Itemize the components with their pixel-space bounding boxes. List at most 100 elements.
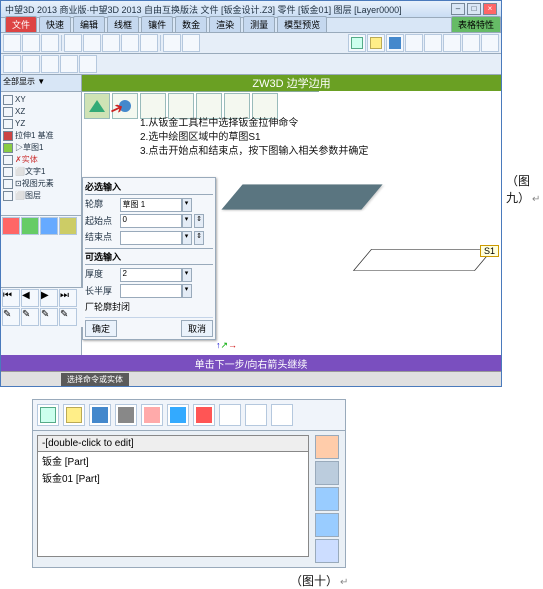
erase-icon[interactable]: [141, 404, 163, 426]
side-tool-icon[interactable]: [315, 487, 339, 511]
bottom-toolbar: ⏮ ◀ ▶ ⏭ ✎ ✎ ✎ ✎: [1, 287, 83, 327]
tool-icon[interactable]: [182, 34, 200, 52]
tool-icon[interactable]: [102, 34, 120, 52]
sketch-tag: S1: [480, 245, 499, 257]
open-icon[interactable]: [367, 34, 385, 52]
color-swatch[interactable]: [21, 217, 39, 235]
draw-icon[interactable]: ✎: [21, 308, 39, 326]
cancel-button[interactable]: 取消: [181, 320, 213, 337]
tool-button[interactable]: [224, 93, 250, 119]
side-tool-icon[interactable]: [315, 539, 339, 563]
nav-icon[interactable]: ⏮: [2, 289, 20, 307]
ribbon-tab[interactable]: 快速: [39, 16, 71, 32]
parts-list[interactable]: -[double-click to edit] 钣金 [Part] 钣金01 […: [37, 435, 309, 557]
end-label: 结束点: [85, 230, 117, 243]
extrude-tool-button[interactable]: [84, 93, 110, 119]
color-swatch[interactable]: [40, 217, 58, 235]
paste-icon[interactable]: [443, 34, 461, 52]
side-tool-icon[interactable]: [315, 461, 339, 485]
save-icon[interactable]: [386, 34, 404, 52]
tool-icon[interactable]: [22, 34, 40, 52]
dropdown-icon[interactable]: ▾: [182, 284, 192, 298]
tool-button[interactable]: [196, 93, 222, 119]
nav-icon[interactable]: ▶: [40, 289, 58, 307]
tool-icon[interactable]: [41, 34, 59, 52]
dropdown-icon[interactable]: ▾: [182, 214, 192, 228]
profile-field[interactable]: 草图 1: [120, 198, 182, 212]
view-icon[interactable]: [22, 55, 40, 73]
color-swatch[interactable]: [2, 217, 20, 235]
ribbon-tab[interactable]: 测量: [243, 16, 275, 32]
side-tool-icon[interactable]: [315, 435, 339, 459]
close-button[interactable]: ×: [483, 3, 497, 15]
color-swatch[interactable]: [59, 217, 77, 235]
copy-icon[interactable]: [424, 34, 442, 52]
tool-icon[interactable]: [219, 404, 241, 426]
new-icon[interactable]: [37, 404, 59, 426]
window-controls: – □ ×: [451, 3, 497, 15]
tool-button[interactable]: [168, 93, 194, 119]
axis-triad: ↑↗→: [216, 340, 237, 351]
side-tool-icon[interactable]: [315, 513, 339, 537]
draw-icon[interactable]: ✎: [40, 308, 58, 326]
thickness-field[interactable]: 2: [120, 268, 182, 282]
tool-button[interactable]: [140, 93, 166, 119]
content-area: 开始 造型 曲面 工程图 铸金 模具设计 历史 ZW3D 边学边用: [82, 75, 501, 355]
dropdown-icon[interactable]: ▾: [182, 198, 192, 212]
3d-viewport[interactable]: S1 ↑↗→: [212, 121, 501, 355]
dropdown-icon[interactable]: ▾: [182, 231, 192, 245]
ribbon-tab[interactable]: 模型预览: [277, 16, 327, 32]
view-icon[interactable]: [60, 55, 78, 73]
tool-icon[interactable]: [245, 404, 267, 426]
undo-icon[interactable]: [462, 34, 480, 52]
tool-icon[interactable]: [140, 34, 158, 52]
model-tree[interactable]: XY XZ YZ 拉伸1 基准 ▷草图1 ✗实体 ⬜文字1 ⊡视图元素 ⬜图层: [1, 92, 81, 215]
ok-button[interactable]: 确定: [85, 320, 117, 337]
new-icon[interactable]: [348, 34, 366, 52]
draw-icon[interactable]: ✎: [59, 308, 77, 326]
ribbon-tab[interactable]: 编辑: [73, 16, 105, 32]
stepper-icon[interactable]: ⇕: [194, 231, 204, 245]
panel-header: 必选输入: [85, 180, 213, 195]
tool-icon[interactable]: [3, 34, 21, 52]
save-icon[interactable]: [89, 404, 111, 426]
halfthick-field[interactable]: [120, 284, 182, 298]
part-row[interactable]: 钣金01 [Part]: [38, 469, 308, 486]
ribbon-tabs: 文件 快速 编辑 线框 镶件 数金 渲染 测量 模型预览 表格特性: [1, 18, 501, 33]
ribbon-tab[interactable]: 线框: [107, 16, 139, 32]
highlight-icon[interactable]: [167, 404, 189, 426]
figure-10-caption: （图十）↵: [290, 572, 348, 589]
open-icon[interactable]: [63, 404, 85, 426]
view-icon[interactable]: [79, 55, 97, 73]
nav-icon[interactable]: ⏭: [59, 289, 77, 307]
ribbon-tab[interactable]: 数金: [175, 16, 207, 32]
ribbon-tab-file[interactable]: 文件: [5, 16, 37, 32]
tool-icon[interactable]: [83, 34, 101, 52]
stepper-icon[interactable]: ⇕: [194, 214, 204, 228]
tool-icon[interactable]: [271, 404, 293, 426]
print-icon[interactable]: [115, 404, 137, 426]
draw-icon[interactable]: ✎: [2, 308, 20, 326]
parts-list-header[interactable]: -[double-click to edit]: [38, 436, 308, 452]
end-field[interactable]: [120, 231, 182, 245]
tool-icon[interactable]: [121, 34, 139, 52]
ribbon-tab[interactable]: 渲染: [209, 16, 241, 32]
tool-icon[interactable]: [163, 34, 181, 52]
redo-icon[interactable]: [481, 34, 499, 52]
maximize-button[interactable]: □: [467, 3, 481, 15]
ribbon-extra[interactable]: 表格特性: [451, 16, 501, 32]
nav-icon[interactable]: ◀: [21, 289, 39, 307]
minimize-button[interactable]: –: [451, 3, 465, 15]
start-field[interactable]: 0: [120, 214, 182, 228]
tool-icon[interactable]: [64, 34, 82, 52]
cut-icon[interactable]: [405, 34, 423, 52]
ribbon-tab[interactable]: 镶件: [141, 16, 173, 32]
sidebar-palette: [1, 215, 81, 236]
part-row[interactable]: 钣金 [Part]: [38, 452, 308, 469]
view-icon[interactable]: [3, 55, 21, 73]
view-icon[interactable]: [41, 55, 59, 73]
tool-button[interactable]: [252, 93, 278, 119]
delete-icon[interactable]: [193, 404, 215, 426]
closed-profile-checkbox[interactable]: 厂轮廓封闭: [85, 300, 213, 313]
dropdown-icon[interactable]: ▾: [182, 268, 192, 282]
